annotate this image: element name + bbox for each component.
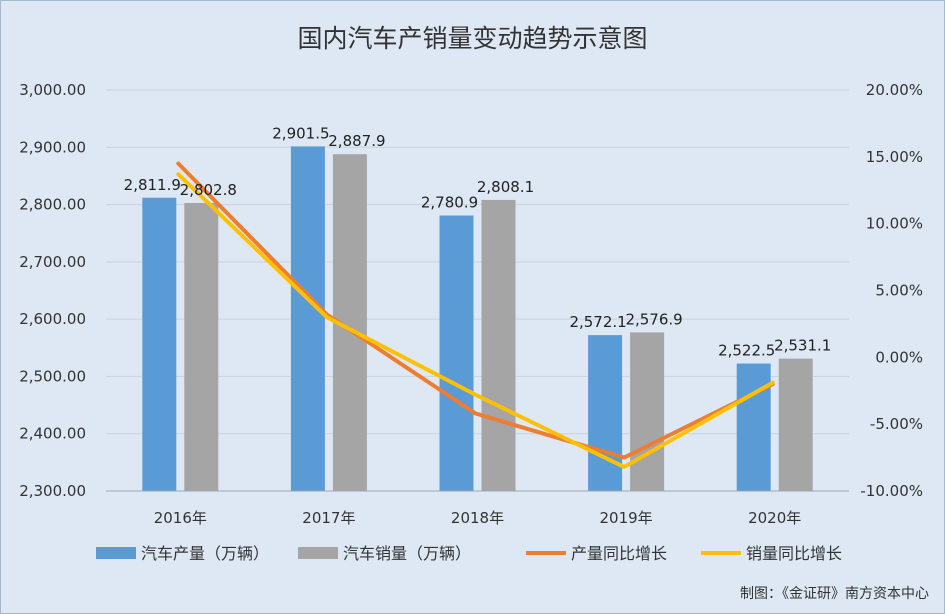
production-bar (736, 363, 771, 491)
y-left-tick-label: 3,000.00 (19, 81, 86, 99)
sales-bar (481, 199, 516, 492)
production-data-label: 2,780.9 (421, 194, 478, 212)
production-bar (588, 335, 623, 491)
sales-data-label: 2,576.9 (625, 310, 682, 328)
grid (106, 89, 849, 492)
sales-data-label: 2,808.1 (477, 178, 534, 196)
production-data-label: 2,572.1 (569, 313, 626, 331)
x-tick-label: 2017年 (302, 509, 355, 527)
y-left-tick-label: 2,800.00 (19, 196, 86, 214)
y-left-tick-label: 2,400.00 (19, 425, 86, 443)
chart-title: 国内汽车产销量变动趋势示意图 (297, 24, 647, 53)
production-growth-line (176, 161, 775, 460)
sales-data-label: 2,531.1 (774, 337, 831, 355)
y-left-tick-label: 2,900.00 (19, 138, 86, 156)
sales-data-label: 2,802.8 (180, 181, 237, 199)
legend-sales-swatch (298, 547, 338, 559)
y-right-tick-label: -10.00% (860, 482, 923, 500)
y-right-tick-label: 10.00% (866, 215, 923, 233)
sales-growth-line (176, 172, 775, 469)
legend-sales-growth-label: 销量同比增长 (746, 544, 842, 563)
sales-bar (184, 202, 219, 492)
x-tick-label: 2020年 (748, 509, 801, 527)
y-right-tick-label: 0.00% (875, 348, 923, 366)
y-right-tick-label: 20.00% (866, 81, 923, 99)
lines (176, 161, 775, 469)
y-left-tick-label: 2,600.00 (19, 310, 86, 328)
production-data-label: 2,522.5 (718, 342, 775, 360)
y-left-tick-label: 2,500.00 (19, 367, 86, 385)
y-right-tick-label: -5.00% (870, 415, 923, 433)
credit-text: 制图：《金证研》南方资本中心 (740, 586, 929, 602)
legend-production-swatch (96, 547, 136, 559)
sales-bar (778, 358, 813, 491)
production-data-label: 2,901.5 (272, 124, 329, 142)
legend: 汽车产量（万辆） 汽车销量（万辆） 产量同比增长 销量同比增长 (96, 544, 842, 563)
y-left-tick-label: 2,300.00 (19, 482, 86, 500)
y-right-tick-label: 5.00% (875, 282, 923, 300)
production-bar (290, 146, 325, 491)
sales-data-label: 2,887.9 (328, 132, 385, 150)
x-tick-label: 2019年 (600, 509, 653, 527)
production-data-label: 2,811.9 (124, 176, 181, 194)
data-labels: 2,811.9 2,901.5 2,780.9 2,572.1 2,522.5 2,802… (124, 124, 832, 359)
x-tick-label: 2018年 (451, 509, 504, 527)
y-right-tick-label: 15.00% (866, 148, 923, 166)
sales-bar (630, 332, 665, 491)
x-tick-label: 2016年 (154, 509, 207, 527)
production-bar (142, 197, 177, 491)
production-bar (439, 215, 474, 491)
y-left-tick-label: 2,700.00 (19, 253, 86, 271)
axes: 2,300.00 2,400.00 2,500.00 2,600.00 2,700.00… (19, 81, 923, 527)
legend-sales-label: 汽车销量（万辆） (343, 544, 471, 563)
legend-production-growth-label: 产量同比增长 (571, 544, 667, 563)
legend-production-label: 汽车产量（万辆） (141, 544, 269, 563)
bars (142, 146, 813, 492)
